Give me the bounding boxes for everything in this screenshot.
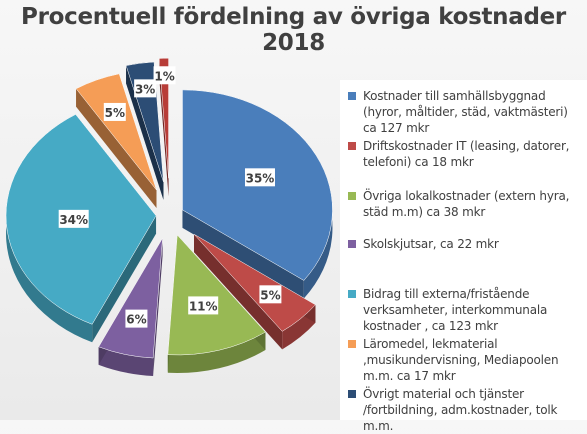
pie-slice-edge bbox=[182, 209, 304, 299]
data-label-box bbox=[244, 168, 275, 187]
chart-title: Procentuell fördelning av övriga kostnad… bbox=[21, 4, 566, 56]
pie-slice-edge bbox=[126, 65, 164, 200]
pie-slice bbox=[98, 238, 163, 359]
legend-swatch bbox=[348, 240, 356, 248]
legend-label: Övriga lokalkostnader (extern hyra, städ… bbox=[363, 189, 570, 219]
pie-slice bbox=[193, 234, 316, 332]
legend: Kostnader till samhällsbyggnad (hyror, m… bbox=[340, 80, 587, 433]
legend-label: Bidrag till externa/fristående verksamhe… bbox=[363, 287, 548, 333]
pie-slice bbox=[75, 73, 157, 191]
pie-slice-side bbox=[98, 346, 154, 377]
legend-item-bidrag: Bidrag till externa/fristående verksamhe… bbox=[348, 286, 580, 334]
data-label: 6% bbox=[126, 313, 146, 327]
pie-slice-edge bbox=[159, 58, 169, 197]
legend-swatch bbox=[348, 92, 356, 100]
data-label-box bbox=[153, 66, 176, 85]
legend-label: Skolskjutsar, ca 22 mkr bbox=[363, 237, 499, 251]
data-label: 3% bbox=[135, 82, 155, 96]
legend-swatch bbox=[348, 290, 356, 298]
pie-slice-edge bbox=[76, 88, 157, 209]
pie-slice-side bbox=[167, 332, 266, 373]
data-label: 5% bbox=[105, 106, 125, 120]
legend-label: Kostnader till samhällsbyggnad (hyror, m… bbox=[363, 89, 568, 135]
legend-swatch bbox=[348, 192, 356, 200]
legend-swatch bbox=[348, 390, 356, 398]
data-label: 34% bbox=[59, 213, 88, 227]
legend-swatch bbox=[348, 142, 356, 150]
data-label-box bbox=[58, 209, 89, 228]
legend-label: Läromedel, lekmaterial ,musikundervisnin… bbox=[363, 337, 559, 383]
data-label: 11% bbox=[189, 299, 218, 313]
data-label-box bbox=[259, 285, 282, 304]
legend-swatch bbox=[348, 340, 356, 348]
data-label-box bbox=[188, 296, 219, 315]
pie-slice-edge bbox=[194, 234, 283, 350]
data-label: 5% bbox=[260, 288, 280, 302]
pie-chart: 35% 5% 11% 6% 34% 5% 3%1% bbox=[5, 57, 333, 377]
legend-item-ovrigt-material: Övrigt material och tjänster /fortbildni… bbox=[348, 386, 580, 434]
legend-label: Driftskostnader IT (leasing, datorer, te… bbox=[363, 139, 570, 169]
data-label: 1% bbox=[154, 69, 174, 83]
data-label-box bbox=[134, 79, 157, 98]
data-label-box bbox=[125, 309, 148, 328]
pie-slice-edge bbox=[92, 215, 157, 343]
legend-item-drift-it: Driftskostnader IT (leasing, datorer, te… bbox=[348, 138, 580, 170]
data-label: 35% bbox=[246, 171, 275, 185]
legend-item-samhallsbyggnad: Kostnader till samhällsbyggnad (hyror, m… bbox=[348, 88, 580, 136]
legend-item-laromedel: Läromedel, lekmaterial ,musikundervisnin… bbox=[348, 336, 580, 384]
pie-slice bbox=[158, 57, 169, 179]
legend-label: Övrigt material och tjänster /fortbildni… bbox=[363, 387, 558, 433]
legend-item-lokalkostnader: Övriga lokalkostnader (extern hyra, städ… bbox=[348, 188, 580, 220]
data-label-box bbox=[103, 102, 126, 121]
pie-slice-edge bbox=[153, 238, 163, 377]
legend-item-skolskjutsar: Skolskjutsar, ca 22 mkr bbox=[348, 236, 580, 252]
pie-slice bbox=[167, 234, 266, 356]
